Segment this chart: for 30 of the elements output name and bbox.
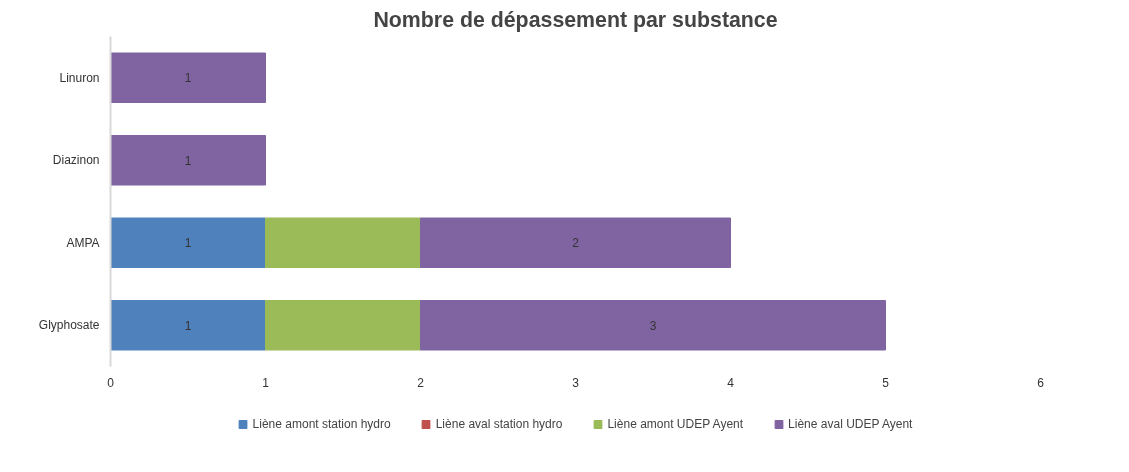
legend-label: Liène amont UDEP Ayent — [607, 417, 744, 431]
y-tick-label: Diazinon — [52, 153, 100, 168]
legend-label: Liène amont station hydro — [252, 417, 391, 431]
data-label: 3 — [649, 318, 657, 333]
bar — [265, 300, 421, 351]
data-label: 1 — [184, 71, 192, 86]
data-label: 1 — [184, 153, 192, 168]
bar — [110, 217, 266, 268]
y-tick-label: Glyphosate — [38, 318, 100, 333]
x-tick-label: 3 — [572, 375, 580, 390]
bar — [110, 135, 266, 186]
x-tick-label: 6 — [1037, 375, 1045, 390]
x-tick-label: 4 — [727, 375, 735, 390]
bar — [110, 300, 266, 351]
bar — [265, 217, 421, 268]
bar — [420, 300, 886, 351]
y-tick-label: AMPA — [66, 235, 100, 250]
data-label: 1 — [184, 236, 192, 251]
bar — [420, 217, 731, 268]
legend-label: Liène aval station hydro — [435, 417, 563, 431]
bar — [110, 52, 266, 103]
legend-label: Liène aval UDEP Ayent — [788, 417, 913, 431]
data-label: 1 — [184, 318, 192, 333]
x-tick-label: 1 — [262, 375, 270, 390]
chart-title: Nombre de dépassement par substance — [373, 7, 778, 32]
y-tick-label: Linuron — [59, 70, 100, 85]
x-tick-label: 5 — [882, 375, 890, 390]
x-tick-label: 2 — [417, 375, 425, 390]
x-tick-label: 0 — [107, 375, 115, 390]
data-label: 2 — [572, 236, 580, 251]
